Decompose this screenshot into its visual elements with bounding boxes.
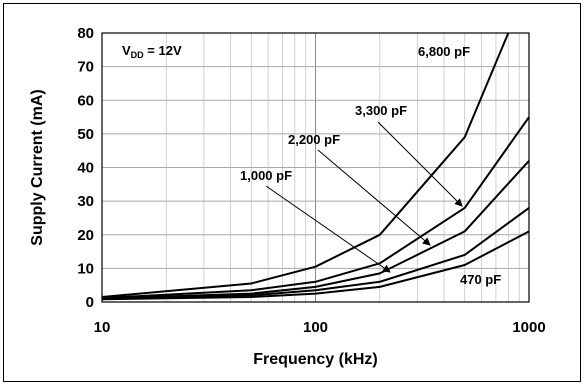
curve-annotation: 470 pF [460,272,501,287]
chart-frame [3,3,581,382]
curves [101,32,530,301]
x-tick-label: 10 [94,319,111,336]
vdd-value: = 12V [144,43,182,58]
y-tick-label: 30 [77,193,94,210]
annotation-arrow [377,121,463,207]
y-tick-label: 0 [86,294,94,311]
vdd-subscript: DD [131,50,144,60]
curve-annotation: 2,200 pF [288,132,340,147]
y-tick-label: 80 [77,25,94,42]
y-axis-label: Supply Current (mA) [29,89,46,245]
x-tick-label: 1000 [512,319,545,336]
series-line [101,160,530,300]
series-line [101,32,510,298]
curve-annotation: 3,300 pF [355,103,407,118]
annotation-arrow [265,185,391,273]
grid [102,33,529,302]
x-tick-label: 100 [303,319,328,336]
y-tick-label: 50 [77,126,94,143]
y-tick-label: 40 [77,160,94,177]
series-line [101,116,530,299]
vdd-condition-label: VDD = 12V [122,43,182,60]
series-line [101,207,530,300]
x-axis-label: Frequency (kHz) [253,351,377,368]
curve-annotation: 1,000 pF [240,168,292,183]
vdd-main: V [122,43,131,58]
curve-annotation: 6,800 pF [418,44,470,59]
y-tick-label: 10 [77,260,94,277]
annotation-arrow [317,149,431,246]
y-tick-label: 20 [77,227,94,244]
annotations: 6,800 pF 3,300 pF 2,200 pF 1,000 pF 470 pF [240,44,501,287]
y-tick-label: 70 [77,59,94,76]
plot-area [101,32,530,303]
series-line [101,230,530,301]
y-tick-label: 60 [77,92,94,109]
